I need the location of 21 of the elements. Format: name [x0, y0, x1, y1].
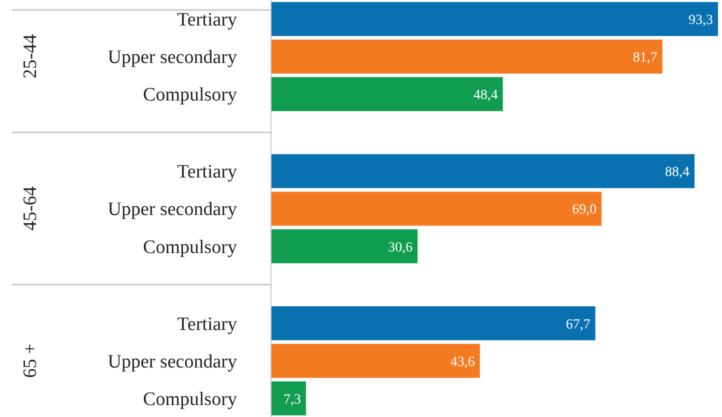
y-tick-label: Tertiary [177, 314, 238, 335]
data-label: 48,4 [473, 88, 498, 104]
data-label: 7,3 [283, 392, 301, 408]
data-label: 93,3 [688, 12, 713, 28]
data-label: 43,6 [450, 354, 475, 370]
y-tick-label: Upper secondary [108, 199, 238, 220]
data-label: 81,7 [632, 50, 658, 66]
data-label: 67,7 [566, 317, 590, 332]
y-tick-label: Tertiary [177, 10, 238, 31]
y-tick-label: Upper secondary [108, 47, 238, 68]
y-tick-label: Upper secondary [108, 351, 238, 372]
data-label: 69,0 [572, 202, 597, 218]
y-tick-label: Compulsory [143, 388, 238, 410]
y-tick-label: Compulsory [143, 84, 238, 106]
text: 65 + [20, 343, 41, 378]
y-tick-label: Compulsory [143, 236, 238, 258]
text: 45-64 [20, 186, 41, 231]
data-label: 88,4 [665, 165, 690, 180]
data-label: 30,6 [388, 240, 413, 256]
y-tick-label: Tertiary [177, 162, 238, 183]
text: 25-44 [20, 34, 41, 79]
